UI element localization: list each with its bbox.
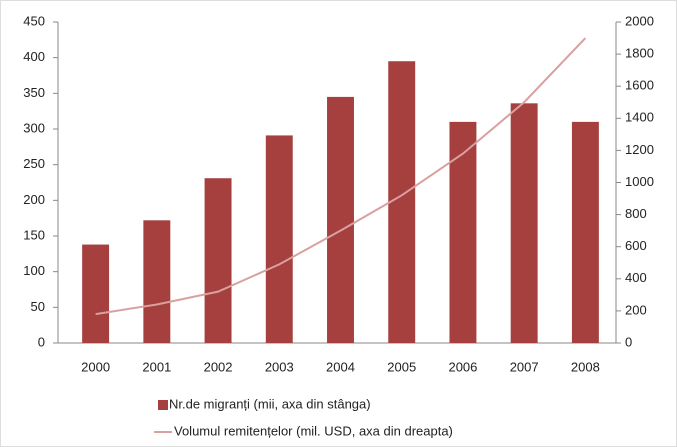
legend-swatch: [158, 400, 168, 410]
y-tick-label: 300: [23, 120, 45, 135]
x-tick-label: 2000: [81, 359, 110, 374]
x-tick-label: 2006: [448, 359, 477, 374]
bar: [204, 178, 232, 343]
y2-tick-label: 1200: [625, 142, 654, 157]
line: [95, 37, 587, 316]
legend-label: Volumul remitențelor (mil. USD, axa din …: [174, 423, 453, 438]
x-tick-label: 2007: [510, 359, 539, 374]
y-tick-label: 350: [23, 85, 45, 100]
y2-tick-label: 1600: [625, 78, 654, 93]
bar: [82, 244, 110, 343]
y2-tick-label: 600: [625, 238, 647, 253]
x-tick-label: 2003: [265, 359, 294, 374]
y2-tick-label: 1800: [625, 46, 654, 61]
bar: [510, 103, 538, 343]
y2-tick-label: 1400: [625, 110, 654, 125]
y2-tick-label: 1000: [625, 174, 654, 189]
bar: [449, 121, 477, 343]
x-tick-label: 2002: [204, 359, 233, 374]
y-tick-label: 400: [23, 49, 45, 64]
x-tick-label: 2004: [326, 359, 355, 374]
x-tick-label: 2001: [142, 359, 171, 374]
y-tick-label: 200: [23, 192, 45, 207]
y-tick-label: 450: [23, 13, 45, 28]
legend-label: Nr.de migranți (mii, axa din stânga): [169, 396, 371, 411]
y2-tick-label: 2000: [625, 13, 654, 28]
bar: [327, 96, 354, 344]
y-tick-label: 150: [23, 227, 45, 242]
y-tick-label: 100: [23, 263, 45, 278]
y2-tick-label: 200: [625, 302, 647, 317]
y2-tick-label: 400: [625, 270, 647, 285]
y-tick-label: 250: [23, 156, 45, 171]
bar: [265, 135, 293, 343]
bar: [571, 121, 599, 343]
y-tick-label: 50: [31, 299, 45, 314]
x-tick-label: 2005: [387, 359, 416, 374]
y-tick-label: 0: [38, 334, 45, 349]
y2-tick-label: 800: [625, 206, 647, 221]
bar: [388, 61, 416, 343]
bar: [143, 220, 171, 343]
x-tick-label: 2008: [571, 359, 600, 374]
y2-tick-label: 0: [625, 334, 632, 349]
